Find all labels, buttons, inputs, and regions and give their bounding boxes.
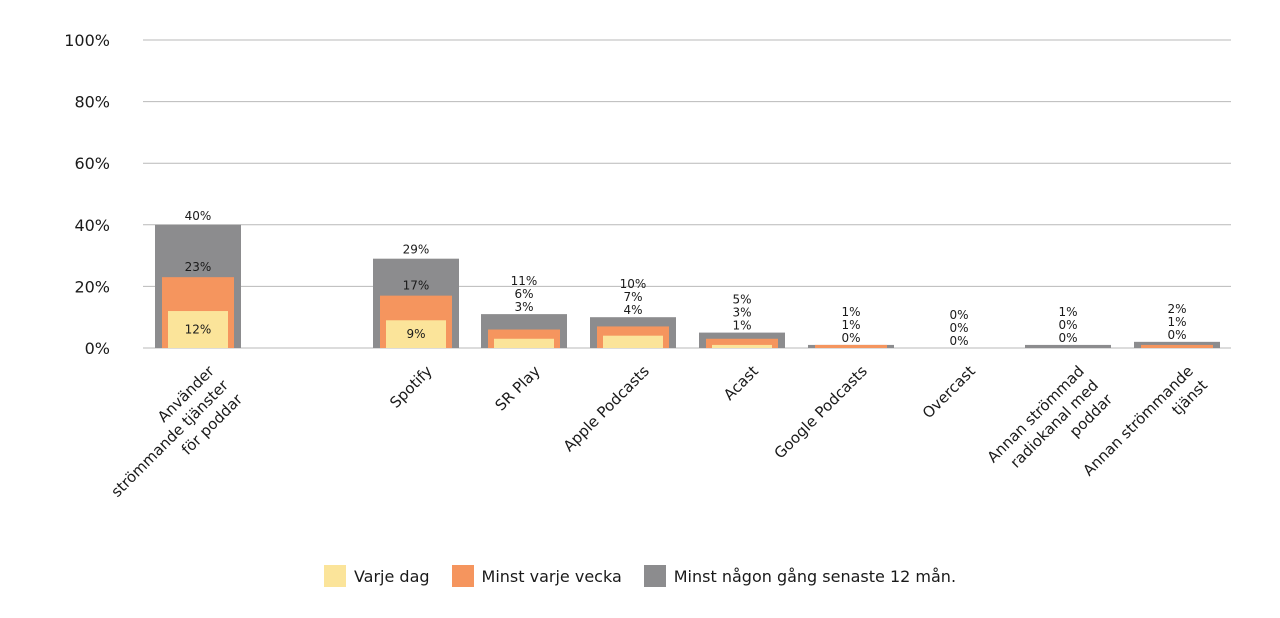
data-label: 3%	[514, 300, 533, 314]
data-label: 1%	[841, 318, 860, 332]
data-label: 3%	[732, 306, 751, 320]
x-tick-line: SR Play	[492, 362, 544, 414]
bar-weekly	[706, 338, 778, 348]
data-label: 10%	[620, 277, 647, 291]
podcast-usage-chart: 0% 20% 40% 60% 80% 100% 40% 23% 12% Använderström…	[64, 31, 1231, 515]
data-label: 7%	[623, 290, 642, 304]
x-tick-line: strömmande tjänster	[108, 376, 233, 501]
x-tick-text: Använderströmmande tjänsterför poddar	[93, 362, 246, 515]
x-tick-text: Overcast	[919, 362, 979, 422]
x-tick-line: Apple Podcasts	[560, 362, 653, 455]
legend-item-yearly: Minst någon gång senaste 12 mån.	[643, 565, 957, 587]
data-label: 23%	[185, 260, 212, 274]
data-label: 0%	[949, 321, 968, 335]
x-tick-text: Google Podcasts	[771, 362, 871, 462]
legend-swatch-daily	[323, 565, 346, 587]
x-tick-label: Annan strömmandetjänst	[1079, 362, 1211, 494]
y-tick-label: 20%	[74, 277, 110, 296]
data-label: 1%	[1167, 315, 1186, 329]
data-label: 0%	[949, 334, 968, 348]
data-label: 0%	[949, 308, 968, 322]
legend-item-weekly: Minst varje vecka	[451, 565, 622, 587]
data-label: 40%	[185, 209, 212, 223]
x-tick-label: Använderströmmande tjänsterför poddar	[93, 362, 247, 515]
data-label: 4%	[623, 303, 642, 317]
legend-swatch-yearly	[643, 565, 666, 587]
data-label: 6%	[514, 287, 533, 301]
bar-daily	[712, 344, 772, 348]
y-tick-label: 0%	[85, 339, 110, 358]
x-tick-line: Acast	[720, 362, 762, 404]
data-label: 0%	[1058, 318, 1077, 332]
y-tick-label: 60%	[74, 154, 110, 173]
bar-daily	[494, 338, 554, 348]
x-tick-label: Google Podcasts	[771, 362, 871, 462]
data-label: 5%	[732, 293, 751, 307]
x-tick-text: Annan strömmandetjänst	[1079, 362, 1211, 494]
y-tick-label: 40%	[74, 216, 110, 235]
legend-label-daily: Varje dag	[353, 566, 430, 586]
bar-weekly	[1141, 344, 1213, 348]
bar-daily	[168, 311, 228, 348]
x-tick-line: Overcast	[919, 362, 979, 422]
bar-yearly	[1134, 341, 1220, 348]
bar-daily	[386, 320, 446, 348]
x-tick-text: SR Play	[492, 362, 544, 414]
data-label: 11%	[511, 274, 538, 288]
data-label: 12%	[185, 323, 212, 337]
data-label: 0%	[841, 331, 860, 345]
x-tick-label: SR Play	[492, 362, 544, 414]
data-label: 1%	[1058, 305, 1077, 319]
data-label: 1%	[732, 319, 751, 333]
data-label: 29%	[403, 243, 430, 257]
data-label: 1%	[841, 305, 860, 319]
bar-yearly	[1025, 344, 1111, 348]
x-tick-text: Apple Podcasts	[560, 362, 653, 455]
x-tick-label: Overcast	[919, 362, 979, 422]
x-tick-line: Google Podcasts	[771, 362, 871, 462]
y-tick-label: 100%	[64, 31, 110, 50]
bar-weekly	[815, 344, 887, 348]
data-label: 17%	[403, 279, 430, 293]
x-tick-text: Acast	[720, 362, 762, 404]
chart-legend: Varje dag Minst varje vecka Minst någon …	[0, 565, 1280, 587]
legend-swatch-weekly	[451, 565, 474, 587]
x-tick-label: Spotify	[386, 362, 436, 412]
x-tick-label: Acast	[720, 362, 762, 404]
legend-item-daily: Varje dag	[323, 565, 430, 587]
bar-daily	[603, 335, 663, 348]
legend-label-yearly: Minst någon gång senaste 12 mån.	[673, 566, 957, 586]
x-tick-text: Spotify	[386, 362, 436, 412]
data-label: 0%	[1167, 328, 1186, 342]
x-tick-line: Spotify	[386, 362, 436, 412]
data-label: 9%	[406, 327, 425, 341]
data-label: 2%	[1167, 302, 1186, 316]
x-tick-label: Apple Podcasts	[560, 362, 653, 455]
data-label: 0%	[1058, 331, 1077, 345]
y-tick-label: 80%	[74, 93, 110, 112]
legend-label-weekly: Minst varje vecka	[481, 566, 622, 586]
